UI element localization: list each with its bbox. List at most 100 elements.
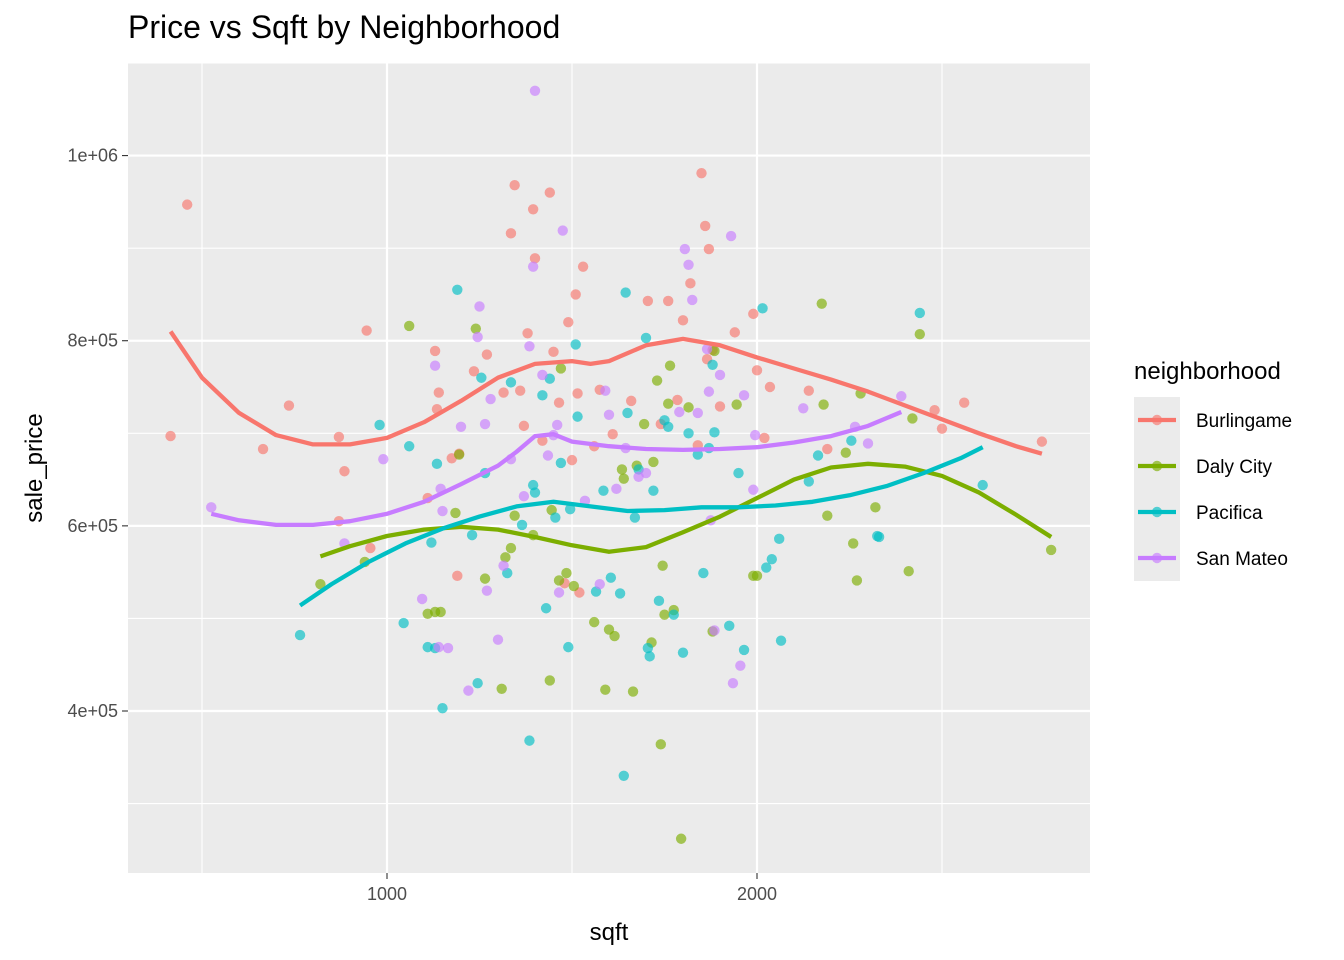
y-axis-ticks: 4e+05 6e+05 8e+05 1e+06 [67, 146, 128, 721]
data-point [696, 167, 707, 179]
data-point [627, 686, 639, 697]
data-point [463, 685, 474, 696]
data-point [452, 570, 463, 582]
data-point [472, 678, 483, 689]
data-point [703, 386, 715, 397]
data-point [764, 381, 776, 393]
data-point [1036, 436, 1048, 447]
legend-item-pacifica: Pacifica [1134, 489, 1263, 535]
smooth-line-pacifica [298, 445, 984, 608]
data-point [707, 359, 718, 370]
data-point [433, 641, 444, 653]
data-point [1045, 544, 1057, 556]
data-point [404, 320, 415, 332]
data-point [339, 466, 350, 477]
data-point [683, 402, 694, 413]
x-tick-label: 1000 [367, 884, 407, 904]
data-point [663, 398, 674, 409]
data-point [873, 531, 885, 543]
data-point [453, 449, 465, 460]
x-tick-label: 2000 [737, 884, 777, 904]
plot-panel [128, 63, 1090, 873]
data-point [566, 454, 578, 466]
legend-point [1151, 460, 1163, 472]
data-point [840, 447, 851, 458]
data-point [555, 363, 567, 374]
series-points-pacifica [294, 284, 988, 781]
data-point [333, 431, 345, 443]
data-point [570, 289, 581, 300]
data-point [544, 187, 555, 198]
data-point [537, 390, 548, 401]
data-point [644, 651, 655, 662]
data-point [618, 473, 629, 484]
smooth-line-san-mateo [210, 410, 903, 528]
data-point [822, 443, 833, 455]
data-point [505, 542, 517, 554]
legend-label: San Mateo [1196, 549, 1288, 570]
data-point [433, 387, 444, 398]
data-point [651, 375, 663, 386]
data-point [679, 243, 691, 255]
x-axis-title: sqft [590, 919, 629, 946]
data-point [416, 593, 428, 605]
data-point [466, 529, 478, 541]
data-point [638, 418, 650, 430]
data-point [701, 343, 713, 355]
data-point [609, 630, 620, 642]
data-point [522, 328, 533, 339]
data-point [896, 391, 907, 402]
data-point [527, 204, 539, 215]
data-point [677, 315, 689, 326]
data-point [640, 467, 652, 479]
data-point [404, 441, 415, 452]
data-point [714, 369, 726, 381]
data-point [455, 421, 467, 433]
data-point [818, 399, 829, 410]
legend-items: Burlingame Daly City Pacifica San Mateo [1134, 397, 1292, 581]
y-tick-label: 4e+05 [67, 701, 118, 721]
data-point [709, 427, 720, 438]
data-point [616, 464, 628, 475]
data-point [642, 642, 654, 654]
data-point [572, 388, 583, 399]
data-point [481, 349, 493, 360]
data-point [611, 483, 622, 495]
data-point [442, 642, 454, 654]
data-point [759, 432, 770, 444]
data-point [555, 457, 567, 469]
data-point [537, 435, 548, 446]
data-point [657, 560, 668, 571]
data-point [598, 485, 609, 496]
data-point [572, 411, 583, 422]
data-point [505, 228, 517, 239]
data-point [524, 341, 535, 352]
data-point [557, 225, 568, 236]
data-point [600, 385, 611, 396]
data-point [648, 456, 659, 468]
data-point [452, 284, 463, 295]
data-point [774, 533, 785, 545]
data-point [257, 443, 269, 455]
data-point [603, 409, 615, 420]
data-point [775, 635, 787, 646]
data-point [537, 369, 548, 381]
data-point [607, 429, 618, 440]
data-point [614, 588, 626, 599]
data-point [472, 331, 483, 343]
data-point [496, 683, 507, 694]
data-point [479, 418, 491, 430]
data-point [553, 575, 565, 586]
data-point [618, 770, 629, 781]
data-point [685, 278, 696, 289]
data-point [509, 510, 520, 521]
data-point [481, 585, 493, 596]
data-point [642, 295, 654, 307]
data-point [435, 606, 446, 618]
legend-item-san-mateo: San Mateo [1134, 535, 1288, 581]
data-point [378, 454, 389, 465]
data-point [589, 616, 600, 628]
data-point [561, 567, 572, 579]
data-point [709, 625, 720, 636]
